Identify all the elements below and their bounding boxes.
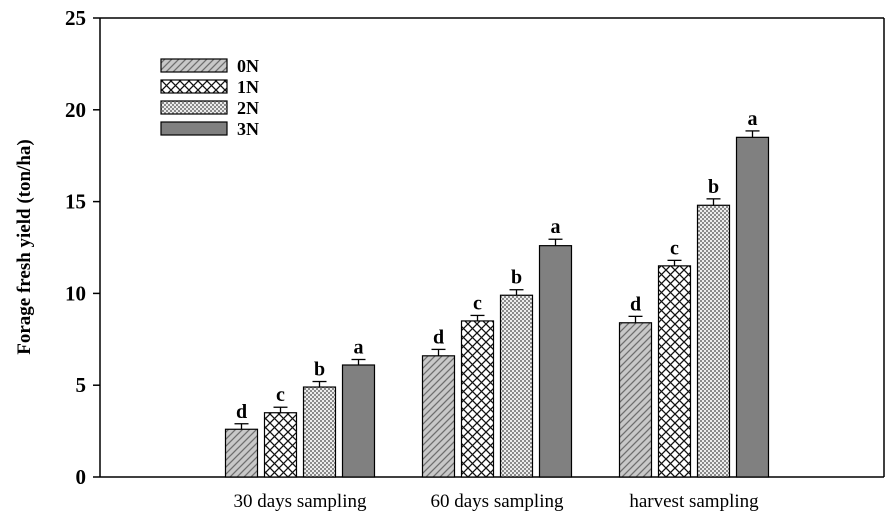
bar-3n-3 [735, 136, 770, 478]
legend-swatch-0n [160, 58, 228, 73]
y-tick-label: 25 [65, 6, 86, 30]
significance-letter: c [473, 292, 482, 314]
bar-0n-3 [618, 322, 653, 478]
y-axis-title: Forage fresh yield (ton/ha) [14, 139, 35, 355]
y-tick-label: 20 [65, 98, 86, 122]
legend-swatch-1n [160, 79, 228, 94]
significance-letter: a [551, 216, 561, 238]
bar-1n-2 [460, 320, 495, 478]
bar-0n-1 [224, 428, 259, 478]
y-tick-label: 5 [76, 373, 87, 397]
y-tick-label: 0 [76, 465, 87, 489]
significance-letter: c [276, 384, 285, 406]
y-tick-label: 15 [65, 190, 86, 214]
significance-letter: b [314, 359, 325, 381]
significance-letter: d [630, 293, 641, 315]
x-category-label: harvest sampling [629, 491, 759, 512]
x-category-label: 60 days sampling [431, 491, 564, 512]
legend-label: 0N [237, 56, 259, 76]
bar-2n-2 [499, 294, 534, 478]
bar-1n-3 [657, 265, 692, 478]
significance-letter: d [433, 326, 444, 348]
legend-swatch-2n [160, 100, 228, 115]
bar-3n-2 [538, 245, 573, 478]
significance-letter: b [708, 176, 719, 198]
bars: d c b a d c b a d c b a [224, 108, 770, 478]
significance-letter: a [748, 108, 758, 130]
legend-swatch-3n [160, 121, 228, 136]
bar-0n-2 [421, 355, 456, 478]
bar-2n-3 [696, 204, 731, 478]
x-axis-ticks: 30 days sampling 60 days sampling harvest … [234, 491, 760, 512]
x-category-label: 30 days sampling [234, 491, 367, 512]
y-tick-label: 10 [65, 281, 86, 305]
significance-letter: a [354, 336, 364, 358]
bar-3n-1 [341, 364, 376, 478]
legend-label: 1N [237, 77, 259, 97]
y-axis-ticks: 0 5 10 15 20 25 [65, 6, 100, 489]
significance-letter: c [670, 237, 679, 259]
legend-label: 3N [237, 119, 259, 139]
significance-letter: b [511, 267, 522, 289]
bar-1n-1 [263, 412, 298, 478]
significance-letter: d [236, 401, 247, 423]
legend-label: 2N [237, 98, 259, 118]
bar-2n-1 [302, 386, 337, 478]
